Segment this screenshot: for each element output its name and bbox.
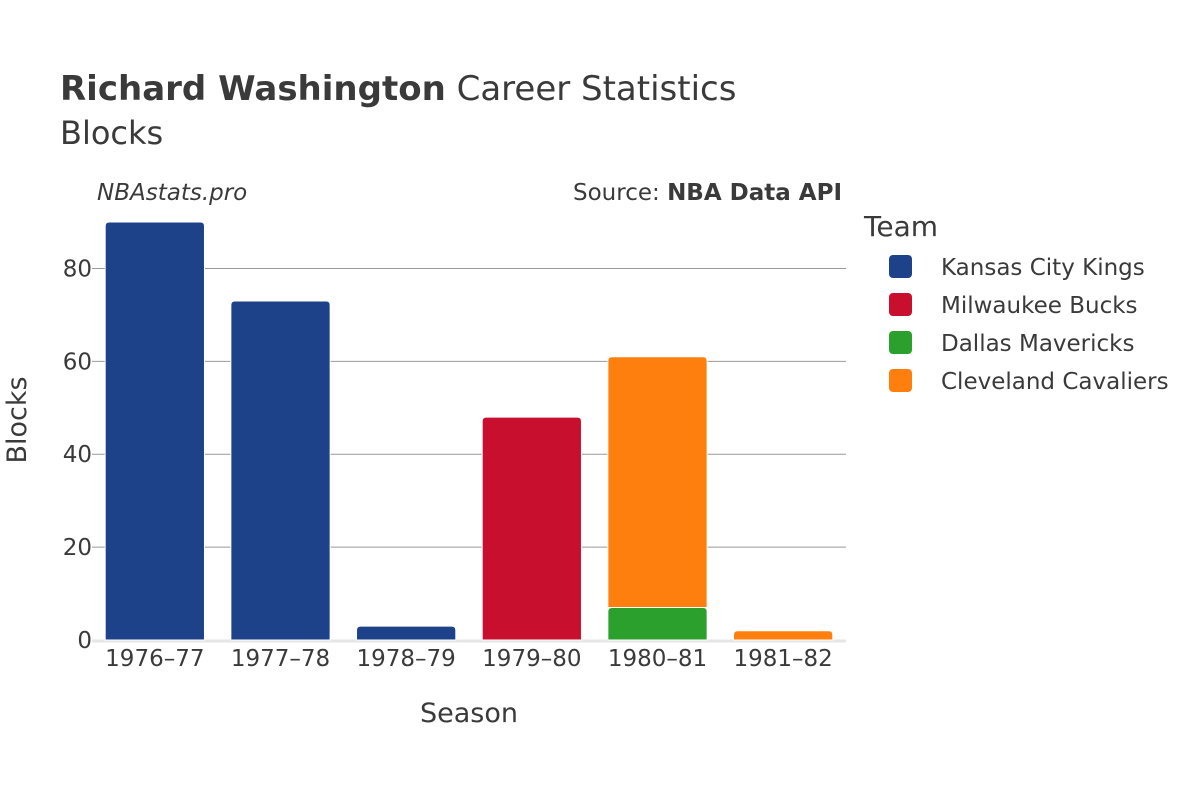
bar-segment xyxy=(607,606,708,641)
bar-segment xyxy=(230,300,331,641)
legend-swatch xyxy=(889,369,912,392)
chart-title-player: Richard Washington xyxy=(60,69,446,109)
legend-label: Kansas City Kings xyxy=(941,255,1145,281)
source-prefix: Source: xyxy=(573,180,667,206)
bar-segment xyxy=(104,221,205,641)
legend-label: Cleveland Cavaliers xyxy=(941,369,1169,395)
legend-label: Milwaukee Bucks xyxy=(941,293,1138,319)
legend: Team Kansas City Kings Milwaukee Bucks Dal… xyxy=(863,210,1169,395)
y-tick-label: 0 xyxy=(77,628,92,654)
bar-segment xyxy=(356,625,457,641)
x-tick-label: 1976–77 xyxy=(105,646,204,672)
bar-segment xyxy=(733,630,834,641)
legend-swatch xyxy=(889,331,912,354)
bars-group xyxy=(104,221,834,641)
x-tick-label: 1977–78 xyxy=(231,646,330,672)
y-tick-label: 80 xyxy=(63,256,92,282)
chart-title: Richard Washington Career Statistics xyxy=(60,69,736,109)
legend-swatch xyxy=(889,293,912,316)
chart-subtitle: Blocks xyxy=(60,114,163,152)
y-tick-label: 60 xyxy=(63,349,92,375)
x-tick-label: 1980–81 xyxy=(608,646,707,672)
legend-label: Dallas Mavericks xyxy=(941,331,1134,357)
chart-title-rest: Career Statistics xyxy=(446,69,737,109)
x-tick-labels: 1976–77 1977–78 1978–79 1979–80 1980–81 1981–… xyxy=(105,646,833,672)
x-tick-label: 1978–79 xyxy=(357,646,456,672)
grid-lines xyxy=(92,267,846,643)
watermark: NBAstats.pro xyxy=(97,180,247,206)
x-tick-label: 1979–80 xyxy=(482,646,581,672)
x-tick-label: 1981–82 xyxy=(734,646,833,672)
legend-title: Team xyxy=(863,210,938,243)
y-axis-label: Blocks xyxy=(2,376,33,463)
bar-segment xyxy=(607,356,708,608)
y-tick-labels: 0 20 40 60 80 xyxy=(63,256,92,654)
x-axis-label: Season xyxy=(420,698,518,729)
bar-segment xyxy=(481,416,582,641)
source-credit: Source: NBA Data API xyxy=(573,180,842,206)
y-tick-label: 40 xyxy=(63,442,92,468)
legend-swatch xyxy=(889,255,912,278)
y-tick-label: 20 xyxy=(63,535,92,561)
source-name: NBA Data API xyxy=(667,180,842,206)
